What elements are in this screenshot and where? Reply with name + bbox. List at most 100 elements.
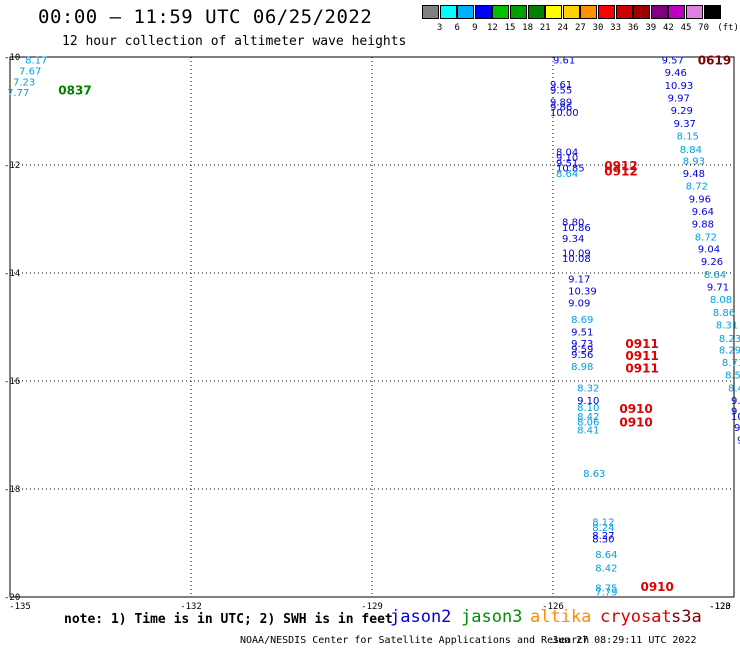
x-tick-label: -123: [709, 602, 731, 612]
colorbar-label: 9: [472, 23, 478, 33]
colorbar-label: 33: [610, 23, 622, 33]
wave-height-point: 8.98: [571, 362, 593, 373]
wave-height-point: 9.64: [692, 207, 714, 218]
wave-height-point: 8.15: [677, 131, 699, 142]
track-time-label: 0911: [625, 362, 658, 376]
wave-height-point: 9.96: [689, 194, 711, 205]
wave-height-point: 9.59: [571, 345, 593, 356]
y-tick-label: -20: [4, 593, 21, 603]
colorbar-swatch: [668, 5, 686, 19]
wave-height-point: 8.10: [577, 403, 599, 414]
wave-height-point: 8.30: [592, 535, 614, 546]
colorbar-label: 12: [486, 23, 498, 33]
colorbar-swatch: [492, 5, 510, 19]
colorbar-swatch: [545, 5, 563, 19]
wave-height-point: 9.48: [683, 169, 705, 180]
chart-subtitle: 12 hour collection of altimeter wave hei…: [62, 34, 407, 49]
track-time-label: 0910: [619, 402, 652, 416]
wave-height-point: 7.67: [19, 67, 41, 78]
wave-height-point: 10.09: [562, 248, 591, 259]
wave-height-point: 8.73: [722, 358, 740, 369]
colorbar-swatch: [598, 5, 615, 19]
wave-height-point: 8.23: [719, 334, 740, 345]
wave-height-point: 8.24: [592, 523, 614, 534]
colorbar-label: 39: [645, 23, 657, 33]
wave-height-point: 8.17: [25, 56, 47, 67]
wave-height-point: 10.46: [731, 412, 740, 423]
wave-height-point: 8.43: [728, 383, 740, 394]
chart-title: 00:00 – 11:59 UTC 06/25/2022: [38, 6, 373, 28]
wave-height-point: 9.46: [665, 68, 687, 79]
wave-height-point: 10.39: [568, 286, 597, 297]
colorbar-swatch: [580, 5, 598, 19]
wave-height-point: 8.41: [577, 426, 599, 437]
x-tick-label: -129: [361, 602, 383, 612]
wave-height-point: 8.42: [577, 412, 599, 423]
track-time-label: 0619: [698, 54, 731, 68]
wave-height-point: 8.72: [695, 232, 717, 243]
colorbar-label: 3: [436, 23, 443, 33]
legend-entry: s3a: [671, 607, 702, 627]
wave-height-point: 9.88: [692, 219, 714, 230]
colorbar-label: 27: [574, 23, 586, 33]
wave-height-point: 8.53: [725, 371, 740, 382]
wave-height-point: 8.42: [595, 563, 617, 574]
track-time-label: 0911: [625, 349, 658, 363]
track-time-label: 0910: [640, 580, 673, 594]
colorbar-swatch: [439, 5, 457, 19]
wave-height-point: 8.84: [680, 145, 702, 156]
wave-height-point: 8.06: [577, 418, 599, 429]
colorbar-swatch: [686, 5, 703, 19]
colorbar-swatch: [457, 5, 475, 19]
wave-height-point: 9.98: [734, 423, 740, 434]
wave-height-point: 8.64: [595, 550, 617, 561]
colorbar-swatch: [650, 5, 668, 19]
wave-height-point: 10.86: [562, 223, 591, 234]
colorbar-swatch: [474, 5, 492, 19]
x-tick-label: -135: [9, 602, 31, 612]
track-time-label: 0837: [58, 83, 91, 97]
wave-height-point: 8.72: [686, 182, 708, 193]
colorbar-label: 42: [662, 23, 674, 33]
wave-height-point: 8.63: [583, 469, 605, 480]
wave-height-point: 9.60: [731, 396, 740, 407]
wave-height-point: 9.51: [556, 158, 578, 169]
x-tick-label: -120: [709, 602, 731, 612]
wave-height-point: 8.93: [683, 157, 705, 168]
wave-height-point: 9.51: [571, 327, 593, 338]
wave-height-point: 9.20: [731, 407, 740, 418]
colorbar-swatch: [615, 5, 633, 19]
wave-height-point: 8.64: [556, 169, 578, 180]
wave-height-point: 9.29: [671, 106, 693, 117]
x-tick-label: -126: [542, 602, 564, 612]
wave-height-point: 8.04: [556, 148, 578, 159]
y-tick-label: -16: [4, 377, 21, 387]
track-time-label: 0911: [625, 337, 658, 351]
footer-note: note: 1) Time is in UTC; 2) SWH is in fe…: [64, 612, 393, 627]
wave-height-point: 7.77: [7, 88, 29, 99]
track-time-label: 0912: [604, 159, 637, 173]
y-tick-label: -12: [4, 161, 21, 171]
colorbar-swatch: [703, 5, 721, 19]
wave-height-point: 8.69: [571, 315, 593, 326]
wave-height-point: 8.86: [713, 308, 735, 319]
colorbar-swatch: [510, 5, 527, 19]
wave-height-point: 9.89: [550, 97, 572, 108]
wave-height-point: 8.12: [592, 517, 614, 528]
wave-height-point: 9.34: [562, 234, 584, 245]
wave-height-point: 8.08: [710, 295, 732, 306]
colorbar-swatch: [633, 5, 651, 19]
colorbar-label: 70: [698, 23, 710, 33]
colorbar-swatch: [562, 5, 580, 19]
colorbar-label: 15: [504, 23, 516, 33]
wave-height-point: 9.71: [707, 283, 729, 294]
y-tick-label: -14: [4, 269, 21, 279]
wave-height-point: 9.09: [568, 299, 590, 310]
wave-height-point: 9.17: [568, 274, 590, 285]
track-time-label: 0910: [619, 416, 652, 430]
wave-height-point: 8.31: [716, 320, 738, 331]
wave-height-point: 9.86: [550, 103, 572, 114]
legend-entry: altika: [530, 607, 592, 627]
